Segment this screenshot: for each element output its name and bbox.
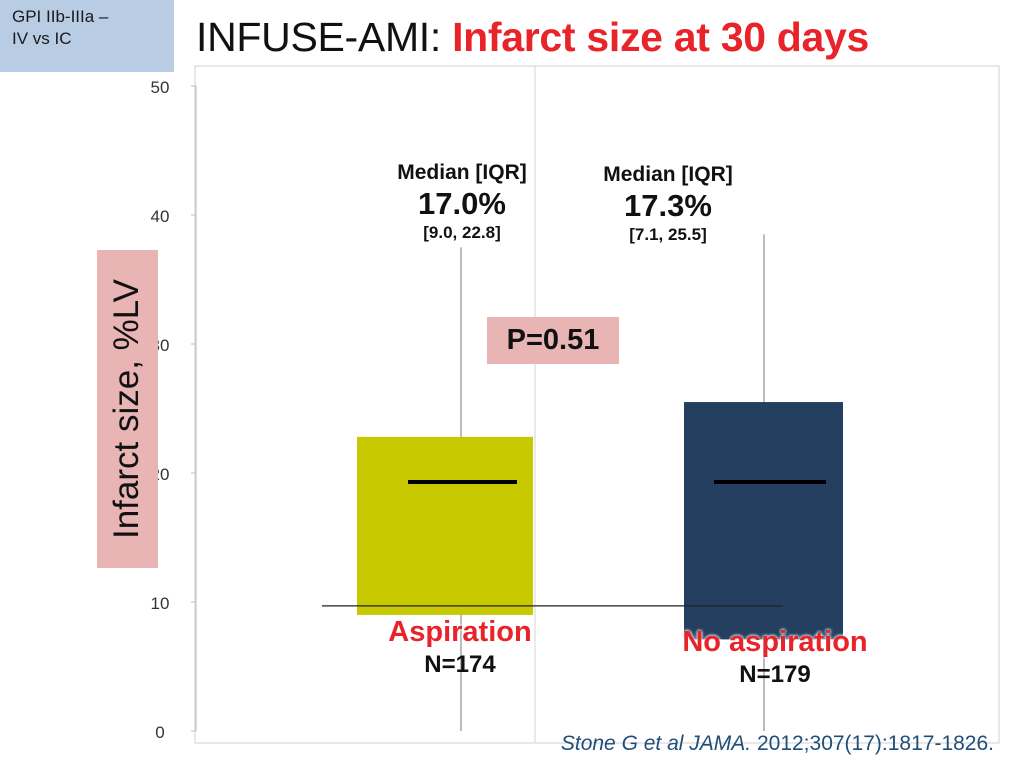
y-tick-label: 40 — [151, 207, 170, 226]
group-n: N=179 — [739, 661, 811, 688]
box-no-aspiration — [684, 402, 843, 640]
title-main: INFUSE-AMI: — [196, 14, 453, 60]
group-n: N=174 — [424, 651, 496, 678]
slide-title: INFUSE-AMI: Infarct size at 30 days — [196, 14, 869, 61]
y-tick-label: 50 — [151, 78, 170, 97]
y-tick-label: 0 — [155, 723, 164, 742]
title-highlight: Infarct size at 30 days — [452, 14, 870, 60]
group-label-aspiration: Aspiration N=174 — [370, 616, 550, 682]
p-value-badge: P=0.51 — [487, 317, 619, 364]
stat-median: 17.0% — [418, 186, 506, 221]
stat-iqr: [7.1, 25.5] — [629, 225, 707, 244]
citation-rest: 2012;307(17):1817-1826. — [751, 732, 994, 755]
y-tick-label: 10 — [151, 594, 170, 613]
stat-no-aspiration: Median [IQR] 17.3% [7.1, 25.5] — [580, 162, 756, 246]
group-label-no-aspiration: No aspiration N=179 — [650, 626, 900, 692]
y-axis-label: Infarct size, %LV — [107, 278, 146, 540]
topic-tag: GPI IIb-IIIa – IV vs IC — [0, 0, 174, 72]
group-name: Aspiration — [388, 616, 532, 648]
stat-aspiration: Median [IQR] 17.0% [9.0, 22.8] — [374, 160, 550, 244]
stat-iqr: [9.0, 22.8] — [423, 223, 501, 242]
stat-label: Median [IQR] — [603, 163, 733, 186]
topic-tag-line2: IV vs IC — [12, 29, 72, 48]
stat-label: Median [IQR] — [397, 161, 527, 184]
citation: Stone G et al JAMA. 2012;307(17):1817-18… — [561, 732, 994, 756]
box-aspiration — [357, 436, 533, 615]
topic-tag-line1: GPI IIb-IIIa – — [12, 7, 109, 26]
stat-median: 17.3% — [624, 188, 712, 223]
citation-journal: Stone G et al JAMA. — [560, 732, 752, 755]
group-name: No aspiration — [682, 626, 868, 658]
plot-area-frame — [194, 65, 1000, 744]
y-axis-label-box — [97, 250, 158, 568]
